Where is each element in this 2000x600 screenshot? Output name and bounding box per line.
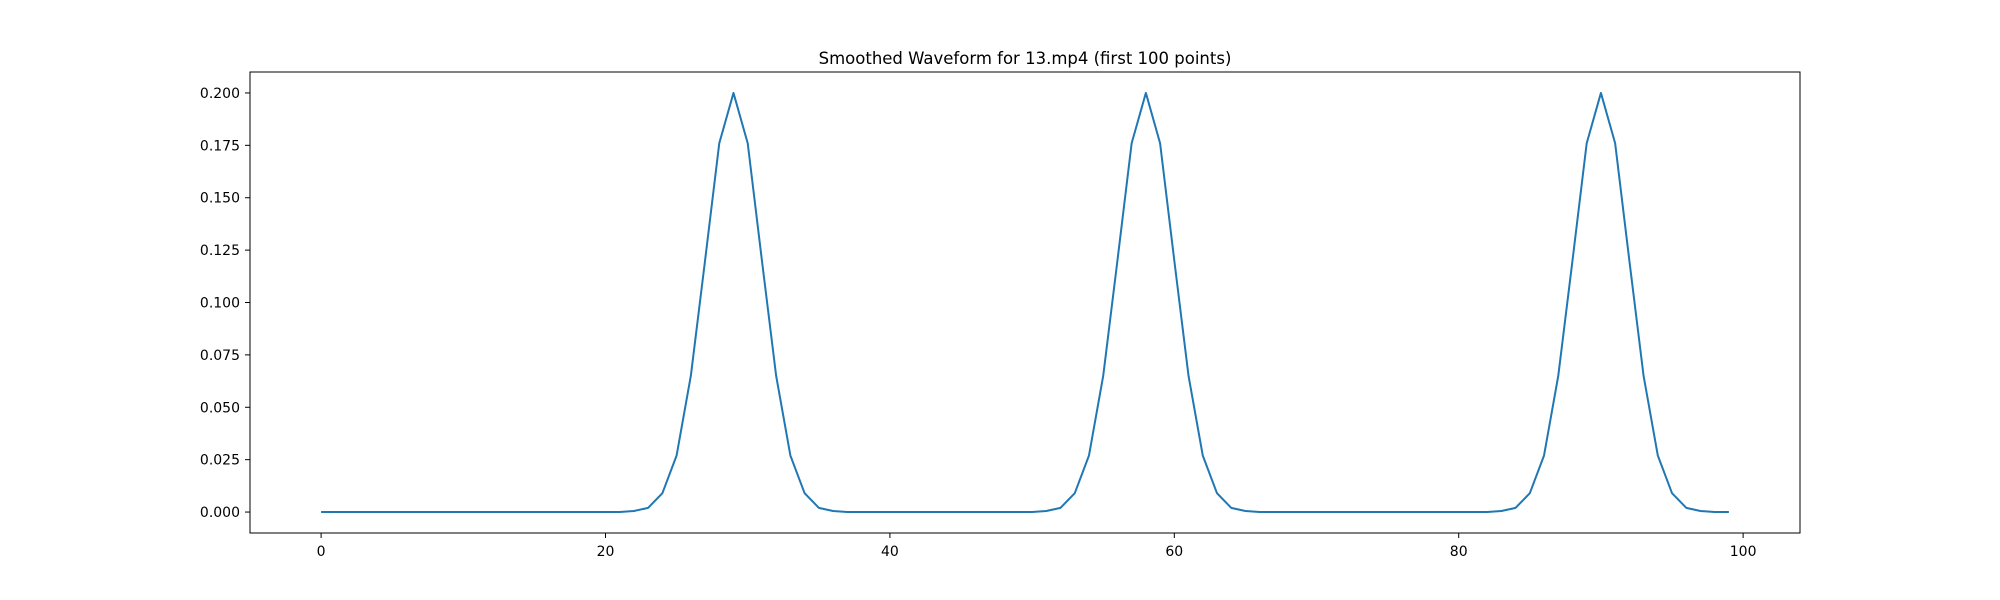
y-tick-label: 0.125 bbox=[200, 243, 240, 259]
y-tick-label: 0.000 bbox=[200, 505, 240, 521]
x-tick-label: 0 bbox=[317, 544, 326, 560]
y-tick-label: 0.075 bbox=[200, 348, 240, 364]
x-tick-label: 20 bbox=[597, 544, 615, 560]
x-tick-label: 60 bbox=[1165, 544, 1183, 560]
y-tick-label: 0.200 bbox=[200, 86, 240, 102]
x-tick-label: 40 bbox=[881, 544, 899, 560]
plot-area-frame bbox=[249, 71, 1801, 534]
y-tick-label: 0.175 bbox=[200, 138, 240, 154]
waveform-series-line bbox=[321, 91, 1729, 514]
y-tick-label: 0.100 bbox=[200, 296, 240, 312]
x-tick-label: 80 bbox=[1450, 544, 1468, 560]
y-axis: 0.000 0.025 0.050 0.075 0.100 0.125 0.150 0.175… bbox=[200, 86, 250, 521]
chart-title: Smoothed Waveform for 13.mp4 (first 100 … bbox=[819, 49, 1232, 68]
y-tick-label: 0.150 bbox=[200, 191, 240, 207]
y-tick-label: 0.025 bbox=[200, 453, 240, 469]
y-tick-label: 0.050 bbox=[200, 400, 240, 416]
x-axis: 0 20 40 60 80 100 bbox=[317, 533, 1757, 560]
x-tick-label: 100 bbox=[1730, 544, 1757, 560]
